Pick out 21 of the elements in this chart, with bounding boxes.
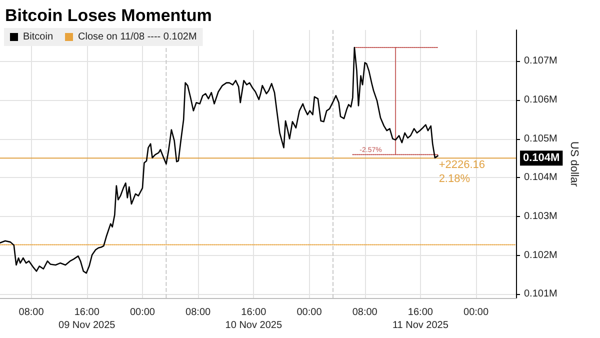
y-tick-label: 0.105M — [524, 133, 558, 144]
chart-title: Bitcoin Loses Momentum — [5, 6, 212, 25]
y-tick-label: 0.101M — [524, 288, 558, 300]
y-tick-label: 0.107M — [524, 56, 558, 67]
annotation: +2226.16 2.18% — [438, 159, 486, 186]
x-tick-label: 16:00 09 Nov 2025 — [58, 307, 116, 331]
x-tick-label: 08:00 — [352, 307, 378, 318]
x-tick-label: 00:00 — [464, 307, 489, 318]
legend-label: Bitcoin — [23, 32, 54, 42]
y-tick-label: 0.103M — [524, 210, 558, 222]
x-tick-label: 00:00 — [296, 307, 322, 318]
x-tick-label: 00:00 — [130, 307, 156, 318]
x-tick-label: 16:00 10 Nov 2025 — [225, 307, 282, 331]
x-tick-label: 08:00 — [186, 307, 212, 318]
y-tick-label: 0.106M — [524, 94, 558, 106]
x-tick-label: 16:00 11 Nov 2025 — [392, 307, 449, 331]
x-tick-label: 08:00 — [18, 307, 44, 318]
y-tick-label: 0.104M — [524, 172, 558, 184]
y-axis-title: US dollar — [568, 141, 580, 187]
legend-label: Close on 11/08 ---- 0.102M — [78, 32, 197, 42]
y-tick-label: 0.102M — [524, 250, 558, 261]
